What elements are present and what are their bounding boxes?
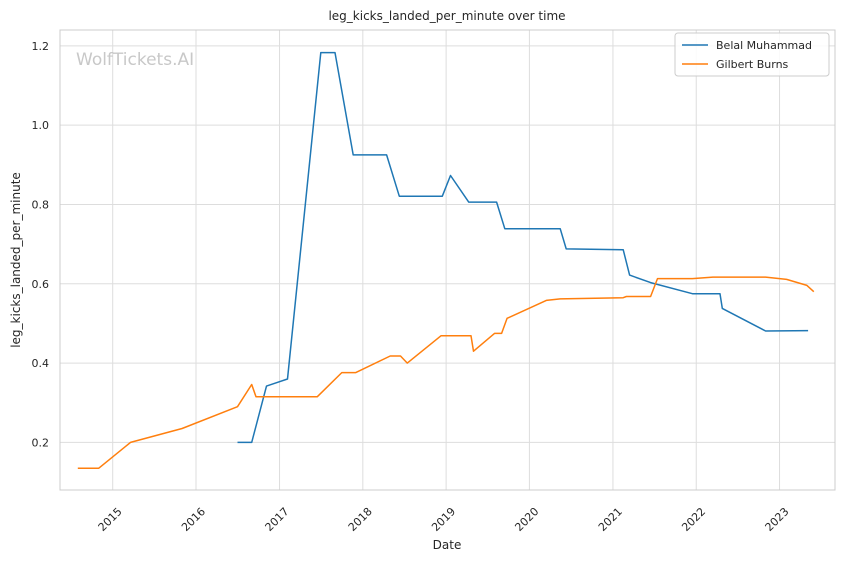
x-tick-label: 2020 — [512, 505, 541, 534]
y-tick-label: 0.2 — [32, 436, 50, 449]
x-tick-label: 2023 — [763, 505, 792, 534]
x-tick-label: 2019 — [429, 505, 458, 534]
x-tick-label: 2015 — [96, 505, 125, 534]
x-tick-label: 2016 — [179, 505, 208, 534]
grid-lines — [60, 30, 835, 490]
plot-frame — [59, 29, 836, 491]
legend-box — [674, 32, 830, 77]
legend-label-belal-muhammad: Belal Muhammad — [716, 39, 812, 52]
chart-title: leg_kicks_landed_per_minute over time — [328, 9, 565, 23]
legend: Belal Muhammad Gilbert Burns — [674, 32, 830, 77]
x-tick-label: 2017 — [263, 505, 292, 534]
y-tick-label: 1.2 — [32, 40, 50, 53]
y-axis-label: leg_kicks_landed_per_minute — [9, 172, 23, 348]
series-lines — [77, 51, 815, 469]
y-tick-label: 0.8 — [32, 198, 50, 211]
y-tick-label: 1.0 — [32, 119, 50, 132]
series-line-gilbert-burns — [77, 276, 815, 469]
y-tick-label: 0.4 — [32, 357, 50, 370]
y-tick-label: 0.6 — [32, 278, 50, 291]
x-tick-label: 2022 — [679, 505, 708, 534]
x-tick-label: 2021 — [596, 505, 625, 534]
series-line-belal-muhammad — [237, 51, 809, 444]
watermark-text: WolfTickets.AI — [76, 50, 194, 70]
x-tick-label: 2018 — [346, 505, 375, 534]
legend-label-gilbert-burns: Gilbert Burns — [716, 58, 789, 71]
x-axis-label: Date — [433, 538, 462, 552]
plot-area — [60, 30, 835, 490]
